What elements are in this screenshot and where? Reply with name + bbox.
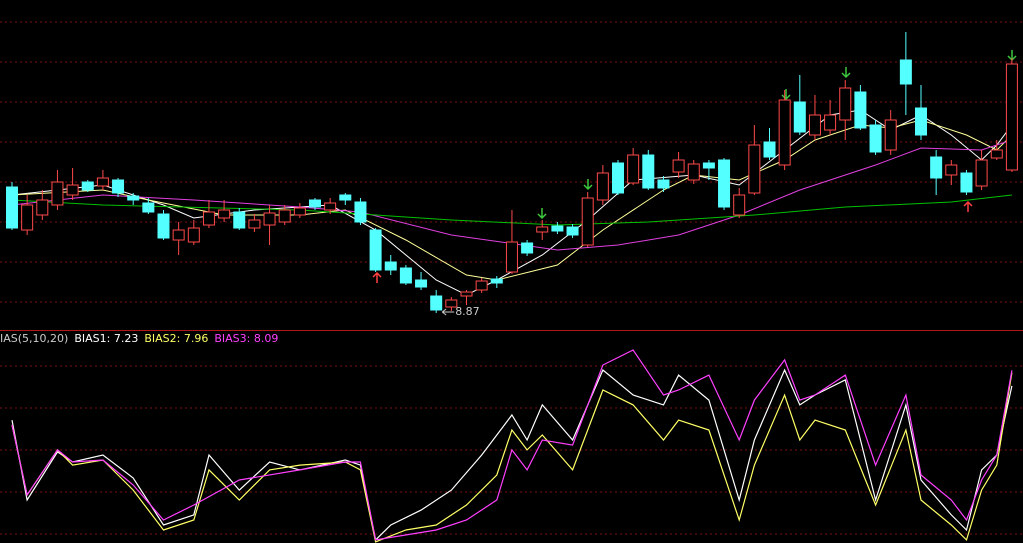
candle-body bbox=[6, 186, 18, 229]
candle-body bbox=[596, 172, 609, 201]
candle-body bbox=[278, 209, 291, 223]
candle-body bbox=[899, 59, 912, 85]
buy-arrow bbox=[963, 200, 973, 212]
candle-body bbox=[672, 159, 685, 173]
candle-body bbox=[793, 101, 806, 133]
candle-body bbox=[657, 179, 670, 189]
candle-body bbox=[612, 162, 624, 194]
candle-body bbox=[21, 204, 34, 231]
candle-body bbox=[884, 119, 897, 151]
candle-body bbox=[521, 242, 534, 254]
candle-body bbox=[702, 162, 715, 169]
candle-body bbox=[202, 211, 215, 226]
candle-body bbox=[839, 87, 852, 121]
candle-body bbox=[127, 195, 140, 201]
candle-body bbox=[990, 149, 1003, 159]
candle-body bbox=[687, 163, 700, 181]
line bbox=[11, 194, 1012, 226]
annotation-arrow bbox=[441, 308, 455, 316]
candle-body bbox=[339, 194, 352, 201]
indicator-label: IAS(5,10,20) bbox=[0, 332, 68, 345]
candle-body bbox=[627, 154, 640, 184]
candle-body bbox=[748, 144, 761, 194]
line bbox=[11, 139, 1013, 251]
candle-body bbox=[763, 141, 776, 158]
candle-body bbox=[808, 114, 821, 136]
candle-body bbox=[142, 202, 155, 213]
candle-body bbox=[460, 291, 473, 297]
candle-body bbox=[475, 280, 488, 291]
legend-entry: BIAS3: 8.09 bbox=[214, 332, 278, 345]
buy-arrow bbox=[372, 271, 382, 283]
candle-body bbox=[733, 194, 746, 216]
sell-arrow bbox=[537, 208, 547, 220]
candle-body bbox=[172, 229, 185, 241]
candle-body bbox=[551, 225, 564, 232]
sell-arrow bbox=[841, 67, 851, 79]
candle-body bbox=[945, 164, 958, 176]
annotation: 8.87 bbox=[455, 305, 480, 318]
candle-body bbox=[96, 177, 109, 187]
candle-body bbox=[930, 156, 943, 179]
candle-body bbox=[960, 172, 973, 193]
candle-body bbox=[581, 197, 594, 246]
candle-body bbox=[430, 295, 443, 311]
candle-body bbox=[384, 261, 397, 271]
candle-body bbox=[218, 209, 231, 219]
candle-body bbox=[854, 91, 867, 129]
candle-body bbox=[642, 154, 655, 189]
candle-body bbox=[51, 181, 64, 206]
candle-body bbox=[778, 99, 791, 166]
candle-body bbox=[718, 159, 731, 208]
candle-body bbox=[566, 226, 579, 236]
candle-body bbox=[490, 278, 503, 284]
candle-body bbox=[248, 219, 261, 229]
candle-body bbox=[824, 114, 837, 131]
candle-body bbox=[536, 226, 549, 233]
legend-entry: BIAS1: 7.23 bbox=[74, 332, 138, 345]
legend-entry: BIAS2: 7.96 bbox=[144, 332, 208, 345]
line bbox=[11, 349, 1013, 541]
candle-body bbox=[975, 159, 988, 187]
candle-body bbox=[915, 107, 927, 136]
candle-body bbox=[399, 267, 412, 284]
line bbox=[11, 372, 1013, 543]
candle-body bbox=[81, 181, 94, 191]
candle-body bbox=[1005, 63, 1018, 171]
candle-body bbox=[36, 199, 49, 216]
candle-body bbox=[369, 229, 382, 271]
candle-body bbox=[187, 227, 200, 243]
candle-body bbox=[66, 184, 79, 196]
grid bbox=[0, 21, 1023, 535]
signal-arrows bbox=[372, 50, 1017, 283]
candle-body bbox=[415, 279, 428, 288]
candle-body bbox=[157, 213, 170, 239]
candle-body bbox=[263, 212, 276, 226]
line bbox=[11, 368, 1013, 542]
candle-body bbox=[112, 179, 125, 194]
candle-body bbox=[869, 124, 882, 153]
candle-body bbox=[293, 207, 306, 216]
line bbox=[11, 119, 1013, 281]
candle-body bbox=[445, 299, 458, 308]
candle-body bbox=[233, 211, 246, 229]
candle-body bbox=[309, 199, 321, 208]
sell-arrow bbox=[583, 179, 593, 191]
candle-body bbox=[354, 201, 367, 223]
sell-arrow bbox=[781, 89, 791, 101]
candle-body bbox=[505, 241, 518, 273]
candle-body bbox=[324, 202, 337, 211]
